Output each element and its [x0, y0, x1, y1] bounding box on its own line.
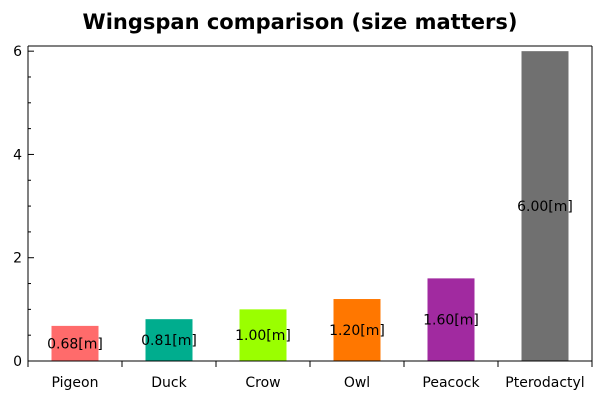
y-tick-label: 6 — [13, 44, 22, 60]
x-tick-label-peacock: Peacock — [422, 375, 480, 391]
x-tick-label-pigeon: Pigeon — [52, 375, 99, 391]
y-tick-label: 0 — [13, 354, 22, 370]
chart-title: Wingspan comparison (size matters) — [82, 10, 518, 34]
bars-group — [51, 51, 569, 361]
bar-duck — [145, 319, 193, 361]
data-label-crow: 1.00[m] — [235, 328, 291, 344]
bar-crow — [239, 309, 287, 361]
x-tick-label-duck: Duck — [151, 375, 187, 391]
data-labels-group: 0.68[m] 0.81[m] 1.00[m] 1.20[m] 1.60[m] 6.00[… — [47, 199, 573, 352]
y-tick-label: 4 — [13, 147, 22, 163]
data-label-duck: 0.81[m] — [141, 333, 197, 349]
data-label-pigeon: 0.68[m] — [47, 336, 103, 352]
data-label-pterodactyl: 6.00[m] — [517, 199, 573, 215]
axes-group — [27, 45, 593, 362]
y-axis-ticks: 0 2 4 6 — [13, 44, 34, 370]
bar-owl — [333, 299, 381, 361]
bar-pterodactyl — [521, 51, 569, 361]
data-label-peacock: 1.60[m] — [423, 313, 479, 329]
x-tick-label-crow: Crow — [245, 375, 280, 391]
y-tick-label: 2 — [13, 251, 22, 267]
x-axis-ticks: Pigeon Duck Crow Owl Peacock Pterodactyl — [27, 361, 593, 391]
x-tick-label-owl: Owl — [344, 375, 370, 391]
data-label-owl: 1.20[m] — [329, 323, 385, 339]
x-tick-label-pterodactyl: Pterodactyl — [505, 375, 584, 391]
bar-pigeon — [51, 325, 99, 361]
bar-peacock — [427, 278, 475, 361]
